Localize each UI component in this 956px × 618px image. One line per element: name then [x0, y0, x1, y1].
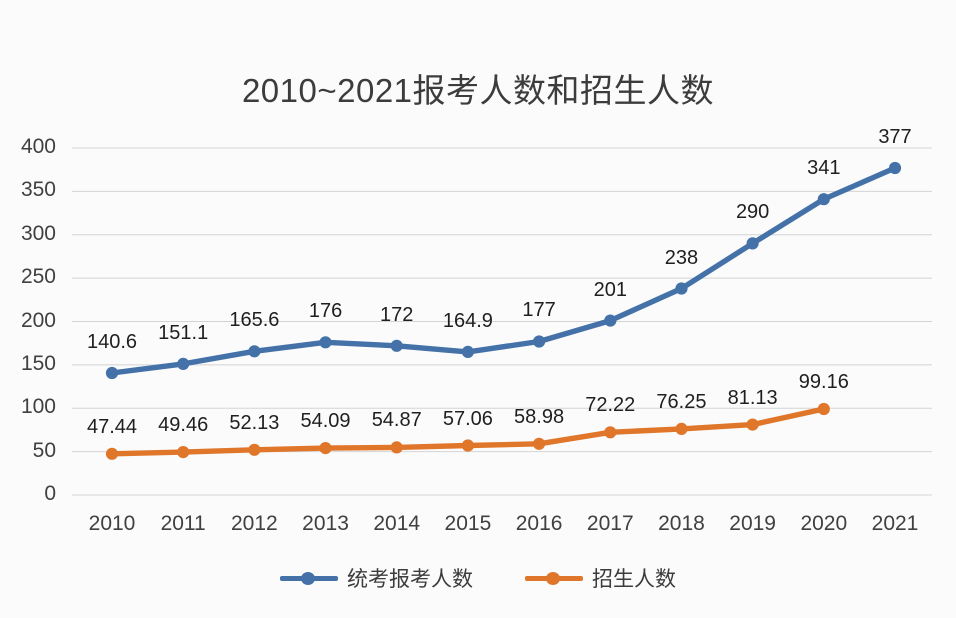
series-line-blue	[105, 161, 902, 380]
y-axis-tick-label: 100	[20, 395, 56, 419]
data-point-label: 72.22	[585, 394, 636, 417]
y-axis-tick-label: 350	[20, 178, 56, 202]
data-point-label: 140.6	[86, 331, 138, 354]
data-point-label: 172	[380, 303, 414, 326]
data-point-label: 57.06	[442, 407, 493, 430]
data-point-label: 177	[522, 299, 556, 322]
chart-legend: 统考报考人数 招生人数	[0, 563, 956, 593]
data-point-label: 81.13	[727, 386, 778, 409]
series-line-orange	[105, 402, 830, 460]
legend-item-blue[interactable]: 统考报考人数	[280, 563, 473, 593]
legend-label-blue: 统考报考人数	[347, 568, 473, 591]
data-point-label: 377	[878, 125, 912, 148]
y-axis-tick-label: 150	[20, 351, 56, 375]
x-axis-tick-label: 2010	[88, 512, 136, 535]
x-axis-tick-label: 2014	[373, 512, 421, 535]
data-point-label: 54.09	[300, 410, 351, 433]
y-axis-tick-label: 250	[20, 265, 56, 289]
data-point-label: 99.16	[798, 370, 849, 393]
legend-marker-line-icon	[525, 570, 583, 586]
chart-title: 2010~2021报考人数和招生人数	[241, 72, 715, 109]
x-axis-tick-label: 2021	[871, 512, 919, 535]
y-axis-tick-label: 400	[20, 135, 56, 158]
data-point-label: 54.87	[371, 409, 422, 432]
y-axis-tick-label: 300	[20, 221, 56, 245]
data-point-label: 201	[593, 278, 627, 301]
data-point-label: 47.44	[86, 415, 138, 438]
data-point-label: 76.25	[656, 390, 707, 413]
data-point-label: 164.9	[442, 309, 493, 332]
x-axis-tick-label: 2015	[444, 512, 492, 535]
x-axis-tick-label: 2019	[729, 512, 776, 535]
x-axis-tick-label: 2018	[658, 512, 705, 535]
y-axis-tick-label: 0	[44, 482, 56, 505]
data-point-label: 341	[807, 157, 841, 180]
data-point-label: 238	[664, 246, 699, 269]
x-axis-tick-label: 2020	[800, 512, 848, 535]
x-axis-tick-label: 2013	[302, 512, 349, 535]
data-point-label: 52.13	[229, 411, 280, 434]
data-point-label: 165.6	[229, 309, 280, 332]
data-point-label: 176	[308, 300, 343, 323]
x-axis-tick-label: 2011	[160, 512, 206, 535]
legend-label-orange: 招生人数	[592, 568, 676, 591]
data-point-label: 49.46	[158, 414, 209, 437]
data-point-label: 290	[735, 201, 770, 224]
legend-marker-line-icon	[280, 570, 338, 586]
data-point-label: 58.98	[514, 405, 565, 428]
x-axis-tick-label: 2017	[586, 512, 634, 535]
legend-item-orange[interactable]: 招生人数	[525, 563, 676, 593]
y-axis-tick-label: 200	[20, 308, 56, 332]
gridlines	[72, 147, 932, 496]
x-axis-tick-label: 2016	[515, 512, 563, 535]
data-point-label: 151.1	[158, 321, 209, 344]
x-axis-tick-label: 2012	[231, 512, 278, 535]
y-axis-tick-label: 50	[32, 438, 56, 462]
